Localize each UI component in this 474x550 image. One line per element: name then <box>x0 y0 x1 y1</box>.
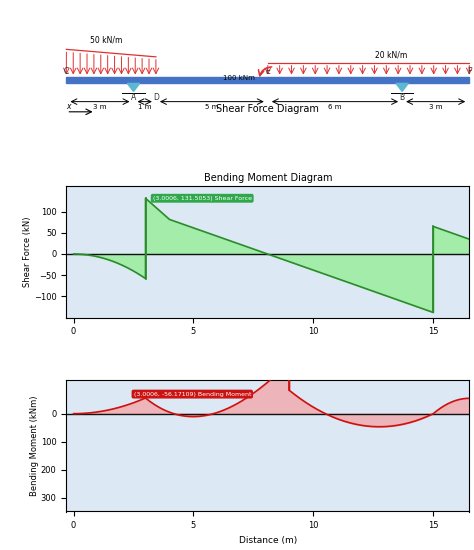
Text: 5 m: 5 m <box>205 104 219 110</box>
Bar <box>66 78 469 84</box>
Text: 6 m: 6 m <box>328 104 342 110</box>
Y-axis label: Shear Force (kN): Shear Force (kN) <box>24 217 33 287</box>
Text: B: B <box>400 93 405 102</box>
Text: 100 kNm: 100 kNm <box>223 75 255 81</box>
Polygon shape <box>396 84 408 91</box>
Text: C: C <box>64 67 69 76</box>
Y-axis label: Bending Moment (kNm): Bending Moment (kNm) <box>30 395 39 496</box>
Text: E: E <box>265 67 270 76</box>
Text: 50 kN/m: 50 kN/m <box>91 36 123 45</box>
Text: (3.0006, 131.5053) Shear Force: (3.0006, 131.5053) Shear Force <box>153 196 252 201</box>
Text: 1 m: 1 m <box>138 104 152 110</box>
Polygon shape <box>128 84 140 91</box>
Text: 3 m: 3 m <box>93 104 107 110</box>
Text: 3 m: 3 m <box>429 104 442 110</box>
Title: Bending Moment Diagram: Bending Moment Diagram <box>203 173 332 183</box>
Text: Shear Force Diagram: Shear Force Diagram <box>216 104 319 114</box>
Text: D: D <box>153 93 159 102</box>
X-axis label: Distance (m): Distance (m) <box>239 536 297 545</box>
Text: F: F <box>467 67 472 76</box>
Text: x: x <box>66 102 71 111</box>
Text: (3.0006, -56.17109) Bending Moment: (3.0006, -56.17109) Bending Moment <box>134 392 251 397</box>
Text: 20 kN/m: 20 kN/m <box>375 51 407 59</box>
Text: A: A <box>131 93 136 102</box>
